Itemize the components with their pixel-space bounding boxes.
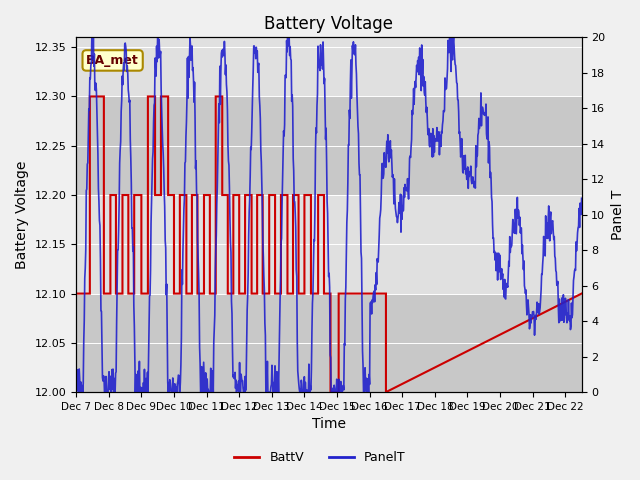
- Legend: BattV, PanelT: BattV, PanelT: [229, 446, 411, 469]
- Y-axis label: Battery Voltage: Battery Voltage: [15, 160, 29, 269]
- Bar: [76, 195, 582, 294]
- X-axis label: Time: Time: [312, 418, 346, 432]
- Text: BA_met: BA_met: [86, 54, 139, 67]
- Title: Battery Voltage: Battery Voltage: [264, 15, 394, 33]
- Bar: [76, 37, 582, 96]
- Y-axis label: Panel T: Panel T: [611, 190, 625, 240]
- Bar: [76, 294, 582, 392]
- Bar: [76, 96, 582, 195]
